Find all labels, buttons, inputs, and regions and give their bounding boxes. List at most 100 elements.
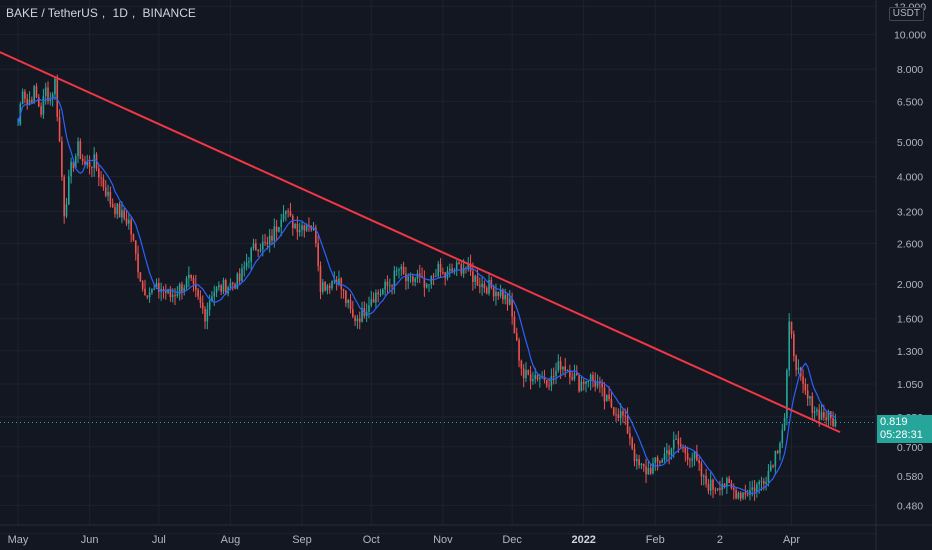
candle-body — [448, 268, 451, 271]
candle-body — [28, 99, 31, 105]
candle-body — [425, 284, 428, 288]
candle-body — [275, 226, 278, 232]
candle-body — [677, 438, 680, 445]
candle-body — [70, 161, 72, 177]
symbol-name: BAKE / TetherUS — [6, 6, 98, 20]
candle-body — [153, 288, 156, 290]
candle-body — [515, 333, 518, 340]
candle-body — [737, 492, 740, 499]
candle-body — [612, 407, 615, 415]
candle-body — [114, 207, 116, 215]
candle-body — [121, 210, 123, 218]
candle-body — [462, 267, 465, 274]
candle-body — [266, 242, 269, 244]
candle-body — [645, 466, 647, 475]
candle-body — [211, 296, 213, 302]
candle-body — [375, 292, 377, 303]
candle-body — [797, 367, 800, 370]
candle-body — [624, 415, 627, 417]
candle-body — [243, 266, 246, 269]
time-axis[interactable]: May Jun Jul Aug Sep Oct Nov Dec 2022 Feb 2 Apr — [0, 524, 932, 546]
candle-body — [502, 289, 504, 300]
candle-body — [566, 369, 569, 371]
candle-body — [65, 204, 68, 217]
trendline[interactable] — [0, 51, 841, 434]
candle-body — [183, 287, 186, 292]
candle-body — [354, 316, 356, 322]
candle-body — [455, 262, 458, 271]
candle-body — [372, 299, 375, 303]
candle-body — [589, 375, 592, 381]
candle-body — [225, 279, 227, 294]
x-tick-label: Oct — [363, 534, 380, 546]
candle-body — [488, 279, 490, 294]
candle-body — [483, 283, 486, 288]
candle-body — [414, 278, 416, 282]
moving-average-series — [17, 96, 836, 494]
candle-body — [31, 99, 33, 103]
candle-body — [370, 299, 373, 306]
candle-body — [760, 481, 763, 483]
candle-body — [63, 176, 65, 217]
y-tick-label: 6.500 — [897, 96, 923, 108]
candle-body — [723, 483, 726, 487]
candle-body — [679, 444, 682, 447]
candle-body — [206, 309, 209, 322]
trendline-group[interactable] — [0, 51, 841, 434]
candle-body — [308, 224, 310, 226]
candle-body — [35, 86, 38, 98]
y-tick-label: 8.000 — [897, 64, 923, 76]
candle-body — [312, 227, 315, 230]
candle-body — [17, 124, 19, 126]
candle-body — [744, 492, 747, 495]
candle-body — [793, 334, 795, 357]
candle-body — [176, 294, 179, 296]
candle-body — [21, 91, 24, 105]
currency-unit-badge[interactable]: USDT — [888, 7, 924, 21]
candle-body — [236, 273, 239, 289]
y-tick-label: 0.700 — [897, 442, 923, 454]
candle-body — [432, 275, 435, 277]
candle-body — [813, 411, 816, 413]
candle-body — [81, 158, 84, 162]
x-tick-label: Jun — [81, 534, 99, 546]
candle-body — [24, 91, 26, 99]
candle-body — [552, 375, 555, 377]
price-axis[interactable]: 12.00010.0008.0006.5005.0004.0003.2002.6… — [875, 0, 926, 550]
candle-body — [349, 299, 352, 310]
candle-body — [453, 270, 456, 272]
candle-body — [395, 270, 398, 272]
candle-body — [54, 78, 56, 95]
candle-body — [128, 219, 130, 224]
candle-body — [622, 411, 624, 416]
candle-body — [712, 479, 714, 490]
candle-body — [686, 453, 689, 460]
candle-body — [700, 463, 703, 477]
y-tick-label: 0.580 — [897, 471, 923, 483]
candle-body — [497, 291, 500, 296]
candle-body — [672, 439, 675, 449]
candle-body — [451, 268, 453, 272]
x-tick-label: Jul — [152, 534, 166, 546]
candle-body — [513, 316, 516, 334]
candle-body — [287, 210, 289, 212]
candle-body — [58, 116, 61, 142]
symbol-title[interactable]: BAKE / TetherUS, 1D, BINANCE — [6, 6, 200, 20]
candle-body — [384, 281, 386, 290]
candle-body — [772, 465, 774, 467]
candle-body — [548, 385, 550, 387]
candle-body — [72, 161, 75, 169]
candle-body — [268, 235, 271, 244]
candle-body — [123, 210, 126, 219]
moving-average-line — [17, 96, 836, 494]
candle-body — [642, 463, 645, 467]
candle-body — [61, 141, 63, 177]
candle-body — [169, 288, 172, 297]
candle-body — [125, 218, 128, 224]
symbol-exchange: BINANCE — [142, 6, 196, 20]
candle-body — [255, 243, 257, 251]
candle-body — [476, 275, 479, 286]
candle-body — [783, 417, 786, 430]
candle-body — [543, 376, 546, 381]
